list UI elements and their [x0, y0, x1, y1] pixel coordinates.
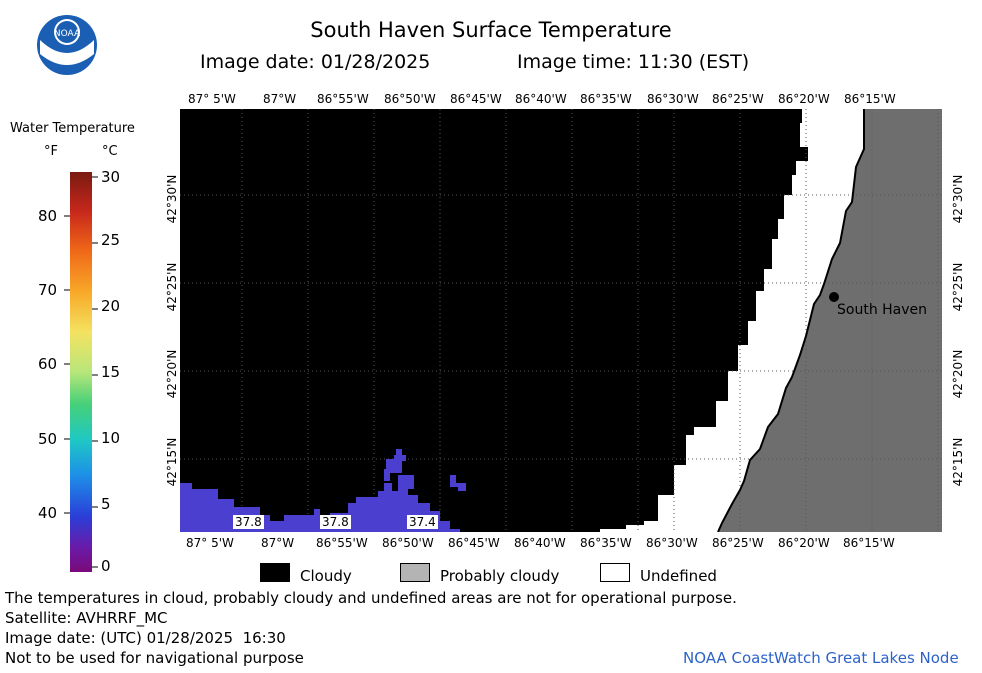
lon-tick: 86°15'W — [843, 536, 895, 550]
city-label: South Haven — [837, 302, 928, 318]
disclaimer-text: The temperatures in cloud, probably clou… — [5, 589, 737, 607]
unit-fahrenheit: °F — [44, 144, 58, 159]
unit-celsius: °C — [102, 144, 118, 159]
utc-date-text: Image date: (UTC) 01/28/2025 16:30 — [5, 629, 286, 647]
lon-tick: 87° 5'W — [188, 92, 236, 106]
credit-text: NOAA CoastWatch Great Lakes Node — [683, 649, 959, 667]
noaa-logo: NOAA — [36, 14, 98, 76]
celsius-label: 30 — [101, 168, 121, 186]
navigation-note: Not to be used for navigational purpose — [5, 649, 304, 667]
cloud-area — [180, 109, 808, 532]
lat-tick: 42°20'N — [165, 349, 179, 399]
cloudy-label: Cloudy — [300, 567, 352, 585]
lon-tick: 86°50'W — [382, 536, 434, 550]
lon-tick: 86°45'W — [448, 536, 500, 550]
probably-cloudy-swatch — [400, 563, 430, 582]
lon-tick: 86°55'W — [316, 536, 368, 550]
lon-tick: 86°55'W — [317, 92, 369, 106]
fahrenheit-label: 50 — [38, 430, 58, 448]
fahrenheit-label: 40 — [38, 504, 58, 522]
color-scale-bar — [70, 172, 92, 572]
celsius-label: 20 — [101, 297, 121, 315]
celsius-label: 25 — [101, 231, 121, 249]
fahrenheit-label: 70 — [38, 281, 58, 299]
celsius-label: 10 — [101, 429, 121, 447]
lon-tick: 86°20'W — [778, 536, 830, 550]
lon-tick: 87°W — [263, 92, 297, 106]
lon-tick: 87° 5'W — [186, 536, 234, 550]
city-marker — [829, 292, 839, 302]
cloudy-swatch — [260, 563, 290, 582]
temperature-label: 37.8 — [320, 515, 351, 529]
legend-title: Water Temperature — [10, 121, 135, 136]
lat-tick: 42°25'N — [951, 262, 965, 312]
lat-tick: 42°20'N — [951, 349, 965, 399]
lat-tick: 42°30'N — [165, 174, 179, 224]
lon-tick: 86°35'W — [580, 536, 632, 550]
lon-tick: 86°45'W — [450, 92, 502, 106]
graticule — [180, 109, 942, 532]
fahrenheit-label: 60 — [38, 355, 58, 373]
image-time: Image time: 11:30 (EST) — [517, 51, 750, 73]
celsius-label: 0 — [101, 557, 111, 575]
undefined-swatch — [600, 563, 630, 582]
lon-tick: 86°35'W — [580, 92, 632, 106]
lon-tick: 86°30'W — [646, 536, 698, 550]
lon-tick: 86°15'W — [844, 92, 896, 106]
image-date: Image date: 01/28/2025 — [200, 51, 431, 73]
lat-tick: 42°15'N — [951, 437, 965, 487]
map-panel — [180, 109, 942, 532]
undefined-label: Undefined — [640, 567, 717, 585]
lon-tick: 86°40'W — [515, 92, 567, 106]
temperature-label: 37.8 — [233, 515, 264, 529]
temperature-label: 37.4 — [407, 515, 438, 529]
celsius-label: 5 — [101, 495, 111, 513]
lon-tick: 86°25'W — [712, 92, 764, 106]
lon-tick: 86°25'W — [712, 536, 764, 550]
fahrenheit-label: 80 — [38, 207, 58, 225]
shoreline — [717, 109, 865, 532]
colorbar-ticks — [64, 172, 98, 572]
lon-tick: 86°50'W — [384, 92, 436, 106]
lat-tick: 42°15'N — [165, 437, 179, 487]
lat-tick: 42°30'N — [951, 174, 965, 224]
page-title: South Haven Surface Temperature — [310, 18, 672, 42]
celsius-label: 15 — [101, 363, 121, 381]
probably-cloudy-label: Probably cloudy — [440, 567, 560, 585]
lon-tick: 86°30'W — [647, 92, 699, 106]
logo-text: NOAA — [54, 29, 81, 39]
lon-tick: 86°40'W — [514, 536, 566, 550]
lon-tick: 86°20'W — [778, 92, 830, 106]
lat-tick: 42°25'N — [165, 262, 179, 312]
satellite-text: Satellite: AVHRRF_MC — [5, 609, 168, 627]
lon-tick: 87°W — [261, 536, 295, 550]
